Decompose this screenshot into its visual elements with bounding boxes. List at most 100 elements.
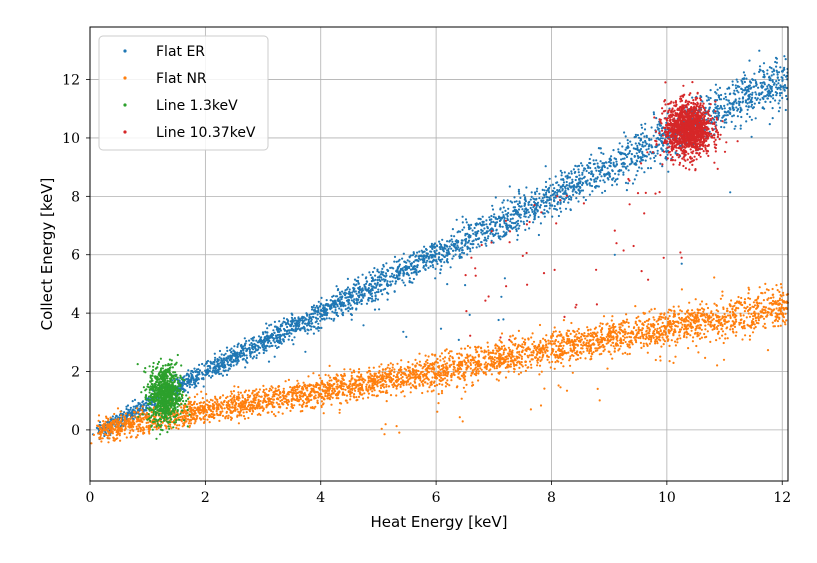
flat-nr-point (247, 416, 250, 420)
flat-er-point (244, 366, 247, 369)
flat-er-point (545, 201, 548, 204)
flat-nr-point (365, 385, 368, 388)
flat-er-point (567, 188, 570, 191)
flat-er-point (301, 319, 304, 322)
flat-er-point (590, 153, 593, 156)
flat-nr-point (531, 332, 534, 335)
flat-er-point (292, 343, 295, 346)
flat-er-point (454, 240, 457, 243)
flat-er-point (571, 178, 574, 181)
flat-er-point (614, 158, 618, 161)
flat-er-point (330, 317, 333, 321)
flat-er-point (779, 94, 782, 97)
flat-nr-point (389, 362, 392, 365)
flat-nr-point (562, 365, 565, 368)
flat-er-point (402, 281, 405, 284)
flat-nr-point (469, 367, 472, 370)
flat-er-point (639, 139, 642, 142)
flat-er-point (745, 77, 748, 80)
flat-er-point (578, 191, 582, 194)
flat-nr-point (627, 332, 630, 335)
flat-er-point (205, 373, 208, 376)
flat-er-point (499, 208, 502, 211)
flat-er-point (584, 180, 588, 183)
flat-nr-point (630, 330, 633, 333)
flat-er-point (367, 287, 370, 290)
flat-er-point (315, 327, 318, 330)
flat-nr-point (483, 363, 486, 366)
flat-er-point (629, 140, 632, 143)
flat-er-point (344, 308, 347, 311)
flat-er-point (491, 228, 494, 231)
flat-er-point (633, 154, 636, 158)
flat-nr-point (743, 320, 746, 323)
flat-er-point (301, 322, 304, 325)
flat-er-point (192, 371, 195, 374)
flat-er-point (543, 212, 546, 215)
flat-er-point (772, 97, 775, 100)
flat-er-point (735, 87, 738, 90)
flat-er-point (775, 94, 778, 97)
flat-er-point (426, 259, 429, 262)
flat-er-point (603, 189, 607, 193)
flat-er-point (386, 280, 389, 283)
flat-er-point (379, 273, 382, 276)
flat-nr-point (627, 325, 631, 328)
flat-er-point (320, 296, 323, 299)
flat-er-point (541, 197, 544, 200)
flat-nr-point (204, 403, 207, 406)
flat-er-point (582, 169, 585, 172)
flat-er-point (512, 206, 515, 209)
flat-er-point (268, 345, 271, 348)
flat-er-point (409, 254, 412, 257)
flat-nr-point (213, 401, 217, 404)
flat-nr-point (643, 320, 647, 324)
flat-er-point (194, 379, 198, 382)
flat-nr-point (202, 401, 205, 404)
flat-er-point (667, 170, 670, 173)
flat-nr-point (677, 305, 680, 308)
flat-er-point (581, 181, 584, 184)
flat-nr-point (469, 362, 472, 365)
flat-er-point (461, 228, 464, 231)
flat-er-point (328, 317, 331, 320)
flat-er-point (270, 332, 274, 335)
flat-er-point (266, 341, 270, 344)
flat-er-point (223, 363, 226, 366)
flat-er-point (244, 342, 247, 345)
flat-nr-point (462, 386, 465, 389)
flat-er-point (234, 352, 237, 355)
flat-er-point (559, 169, 562, 172)
flat-er-point (611, 184, 614, 187)
flat-er-point (768, 66, 772, 69)
flat-er-point (535, 197, 538, 200)
flat-er-point (523, 194, 526, 197)
flat-er-point (255, 356, 258, 360)
flat-er-point (410, 272, 413, 275)
flat-er-point (325, 314, 328, 317)
flat-er-point (712, 110, 715, 113)
flat-er-point (416, 264, 419, 267)
flat-er-point (494, 232, 498, 235)
flat-er-point (650, 138, 653, 141)
flat-er-point (740, 115, 743, 119)
flat-nr-point (338, 411, 341, 414)
flat-er-point (652, 111, 655, 114)
flat-er-point (401, 257, 404, 260)
flat-er-point (738, 102, 741, 105)
flat-er-point (258, 338, 262, 342)
flat-er-point (498, 223, 502, 226)
flat-er-point (621, 165, 624, 168)
flat-er-point (243, 344, 246, 347)
flat-er-point (293, 317, 296, 320)
flat-nr-point (585, 347, 588, 350)
flat-nr-point (594, 326, 598, 329)
flat-er-point (428, 260, 431, 263)
flat-er-point (645, 148, 648, 151)
flat-nr-point (477, 370, 480, 373)
flat-er-point (349, 307, 352, 311)
flat-nr-point (426, 382, 429, 385)
flat-er-point (723, 121, 726, 124)
flat-er-point (402, 252, 405, 255)
flat-er-point (660, 147, 663, 150)
